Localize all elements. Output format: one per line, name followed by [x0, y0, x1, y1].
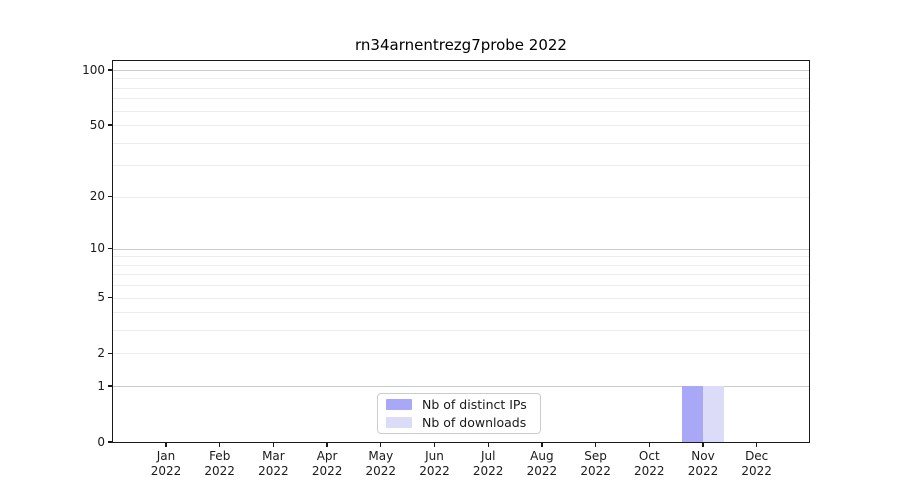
x-tick-label: May 2022 — [349, 449, 413, 478]
gridline — [113, 297, 809, 299]
x-tick-month: Dec — [745, 449, 769, 463]
chart-title: rn34arnentrezg7probe 2022 — [355, 36, 567, 54]
x-tick — [487, 442, 489, 447]
y-tick-label: 0 — [97, 434, 105, 449]
y-tick — [108, 248, 113, 250]
bar-nb-of-distinct-ips-nov-2022 — [681, 386, 703, 442]
x-tick-year: 2022 — [365, 463, 397, 478]
x-tick-month: May — [368, 449, 394, 463]
y-tick-label: 10 — [89, 241, 105, 256]
x-tick-month: Sep — [584, 449, 607, 463]
x-tick-month: Jul — [480, 449, 496, 463]
x-tick — [702, 442, 704, 447]
x-tick-month: Jan — [156, 449, 176, 463]
x-tick-year: 2022 — [311, 463, 343, 478]
x-tick-year: 2022 — [419, 463, 450, 478]
y-tick — [108, 352, 113, 355]
y-tick — [108, 296, 113, 299]
x-tick-year: 2022 — [526, 463, 558, 478]
y-tick — [108, 441, 113, 443]
y-tick-label: 1 — [97, 378, 105, 393]
x-tick — [433, 442, 436, 447]
legend-label-downloads: Nb of downloads — [422, 415, 527, 430]
x-tick-month: Mar — [262, 449, 285, 463]
x-tick-label: Apr 2022 — [295, 449, 359, 478]
x-tick — [756, 442, 758, 447]
gridline — [113, 353, 809, 355]
x-tick-year: 2022 — [741, 463, 772, 478]
y-tick-label: 5 — [97, 290, 105, 305]
x-tick-label: Feb 2022 — [188, 449, 252, 478]
x-tick — [648, 442, 650, 447]
y-tick — [108, 124, 113, 126]
legend-item-downloads: Nb of downloads — [386, 415, 540, 430]
gridline — [113, 256, 809, 258]
plot-area: 0 1 2 5 10 20 50 100 Jan 2022 Feb 2022 Mar 2022 Apr 202… — [82, 60, 810, 478]
gridline — [113, 285, 809, 287]
x-tick-month: Apr — [316, 449, 338, 463]
gridline — [113, 78, 809, 80]
gridline — [113, 330, 809, 332]
gridline — [113, 274, 809, 276]
y-tick-label: 2 — [97, 345, 105, 360]
x-tick — [380, 442, 382, 447]
x-tick-month: Nov — [691, 449, 715, 463]
gridline — [113, 165, 809, 167]
x-tick-year: 2022 — [472, 463, 504, 478]
x-tick-label: Sep 2022 — [564, 449, 628, 478]
x-tick-year: 2022 — [634, 463, 665, 478]
legend-swatch-downloads — [386, 417, 412, 428]
x-tick — [541, 442, 543, 447]
gridline — [113, 196, 809, 198]
x-tick-label: Jun 2022 — [403, 449, 467, 478]
gridline — [113, 248, 809, 250]
gridline — [113, 125, 809, 127]
x-tick-label: Jul 2022 — [456, 449, 520, 478]
x-tick-label: Nov 2022 — [671, 449, 735, 478]
x-tick — [165, 442, 167, 447]
gridline — [113, 264, 809, 266]
bar-nb-of-downloads-nov-2022 — [703, 386, 725, 442]
y-tick-label: 50 — [89, 117, 105, 132]
y-tick — [108, 69, 113, 71]
x-tick — [219, 442, 221, 447]
x-tick-month: Aug — [530, 449, 554, 463]
x-tick-month: Oct — [638, 449, 660, 463]
gridline — [113, 70, 809, 71]
gridline — [113, 110, 809, 112]
x-tick — [594, 442, 597, 447]
legend: Nb of distinct IPs Nb of downloads — [377, 393, 541, 434]
x-tick-label: Dec 2022 — [725, 449, 789, 478]
y-tick — [108, 385, 113, 387]
x-tick-label: Aug 2022 — [510, 449, 574, 478]
x-tick-label: Oct 2022 — [617, 449, 681, 478]
x-tick-month: Feb — [209, 449, 231, 463]
x-tick — [326, 442, 328, 447]
x-tick-month: Jun — [425, 449, 444, 463]
x-tick — [272, 442, 275, 447]
gridline — [113, 98, 809, 100]
y-tick-label: 100 — [82, 62, 105, 77]
x-tick-year: 2022 — [258, 463, 289, 478]
x-tick-year: 2022 — [687, 463, 719, 478]
x-tick-year: 2022 — [204, 463, 235, 478]
gridline — [113, 142, 809, 144]
y-tick — [108, 195, 113, 198]
x-tick-year: 2022 — [580, 463, 611, 478]
y-tick-label: 20 — [89, 189, 105, 204]
gridline — [113, 312, 809, 314]
legend-item-distinct-ips: Nb of distinct IPs — [386, 397, 540, 412]
x-tick-year: 2022 — [150, 463, 182, 478]
x-tick-label: Jan 2022 — [134, 449, 198, 478]
x-tick-label: Mar 2022 — [241, 449, 305, 478]
legend-swatch-distinct-ips — [386, 399, 412, 410]
gridline — [113, 87, 809, 89]
gridline — [113, 386, 809, 388]
legend-label-distinct-ips: Nb of distinct IPs — [422, 397, 527, 412]
